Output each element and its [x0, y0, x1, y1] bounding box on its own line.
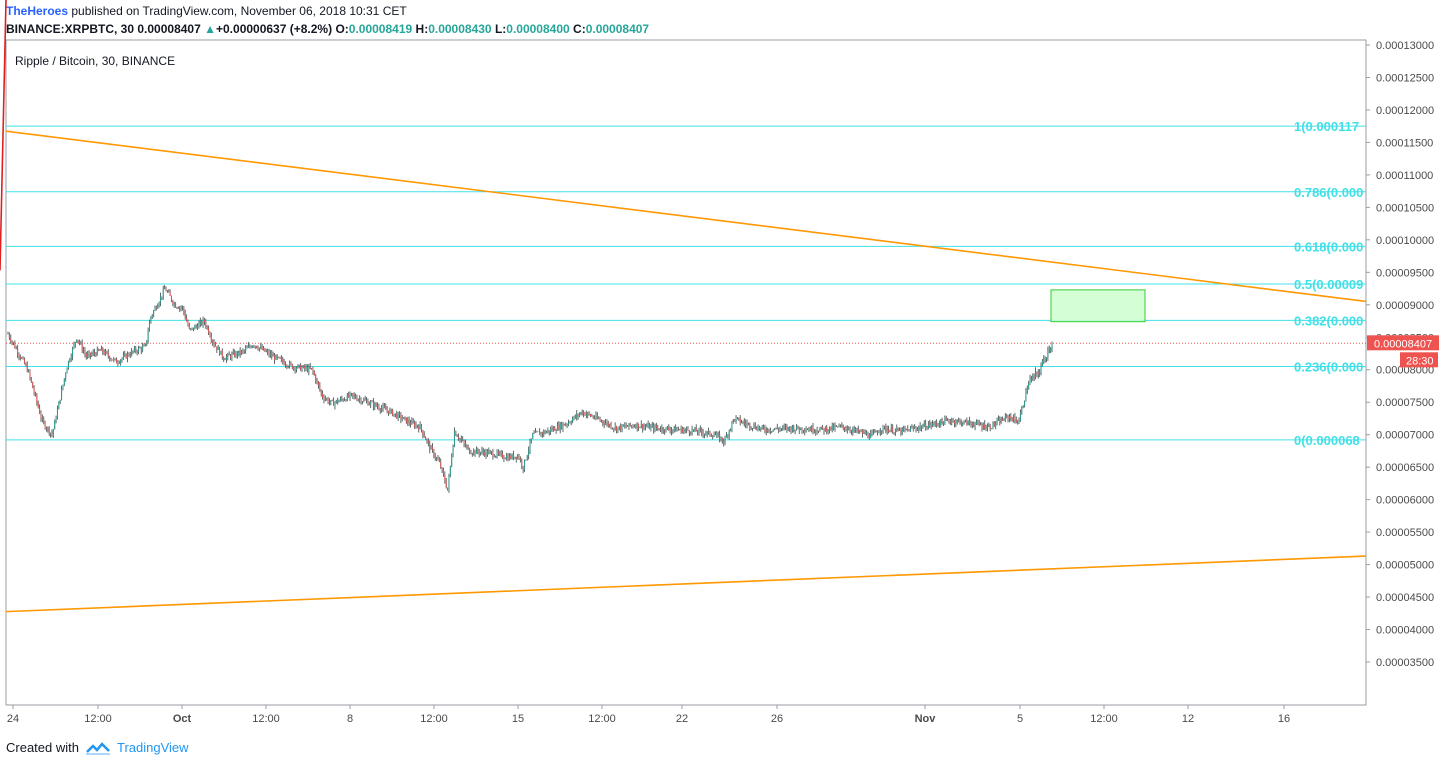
close-value: 0.00008407 — [585, 22, 650, 36]
footer: Created with TradingView — [6, 740, 189, 755]
open-label: O: — [335, 22, 349, 36]
price-tick-label: 0.00012000 — [1376, 105, 1434, 117]
price-tick-label: 0.00010500 — [1376, 202, 1434, 214]
time-tick-label: 16 — [1278, 713, 1290, 725]
fib-level-label: 0(0.000068 — [1294, 433, 1360, 448]
time-tick-label: Oct — [173, 713, 192, 725]
price-tick-label: 0.00009500 — [1376, 267, 1434, 279]
fib-level-label: 0.786(0.000 — [1294, 185, 1363, 200]
price-tick-label: 0.00010000 — [1376, 235, 1434, 247]
current-price-marker: 0.00008407 28:30 — [6, 335, 1439, 368]
tradingview-cloud-icon — [85, 741, 110, 755]
symbol-label: BINANCE:XRPBTC, 30 — [6, 22, 135, 36]
time-tick-label: 5 — [1017, 713, 1023, 725]
trendline-rising-support[interactable] — [0, 0, 7, 271]
price-tick-label: 0.00003500 — [1376, 657, 1434, 669]
countdown-label: 28:30 — [1406, 355, 1434, 367]
high-value: 0.00008430 — [428, 22, 492, 36]
target-zone-group[interactable] — [1050, 289, 1146, 323]
time-tick-label: 12:00 — [1090, 713, 1118, 725]
time-tick-label: 12:00 — [84, 713, 112, 725]
fib-level-label: 0.618(0.000 — [1294, 239, 1363, 254]
time-tick-label: 8 — [347, 713, 353, 725]
chart-title: Ripple / Bitcoin, 30, BINANCE — [15, 54, 175, 68]
price-tick-label: 0.00005000 — [1376, 560, 1434, 572]
time-tick-label: 12 — [1182, 713, 1194, 725]
last-price: 0.00008407 — [137, 22, 201, 36]
tradingview-brand[interactable]: TradingView — [116, 740, 189, 755]
author-link[interactable]: TheHeroes — [6, 4, 69, 18]
publish-info: TheHeroes published on TradingView.com, … — [6, 4, 407, 18]
price-tick-label: 0.00008000 — [1376, 365, 1434, 377]
fib-level-label: 0.236(0.000 — [1294, 359, 1363, 374]
time-tick-label: 24 — [7, 713, 19, 725]
price-tick-label: 0.00013000 — [1376, 40, 1434, 52]
price-tick-label: 0.00004500 — [1376, 592, 1434, 604]
publish-text: published on TradingView.com, November 0… — [71, 4, 407, 18]
time-tick-label: Nov — [915, 713, 937, 725]
close-label: C: — [573, 22, 586, 36]
price-tick-label: 0.00011500 — [1376, 137, 1433, 149]
current-price-tag — [1367, 335, 1439, 351]
price-tick-label: 0.00004000 — [1376, 625, 1434, 637]
price-tick-label: 0.00007500 — [1376, 397, 1434, 409]
ohlc-bar: BINANCE:XRPBTC, 30 0.00008407 ▲+0.000006… — [6, 22, 649, 36]
time-tick-label: 12:00 — [420, 713, 448, 725]
target-zone-rect[interactable] — [1050, 289, 1146, 323]
price-axis[interactable]: 0.00013000 0.00012500 0.00012000 0.00011500… — [1366, 40, 1434, 669]
plot-area[interactable] — [5, 39, 1367, 706]
price-tick-label: 0.00007000 — [1376, 430, 1434, 442]
trendlines-group[interactable] — [0, 0, 1367, 613]
fib-retracement-group[interactable]: 1(0.000117 0.786(0.000 0.618(0.000 0.5(0.00… — [6, 119, 1366, 448]
up-arrow-icon: ▲ — [204, 22, 216, 36]
trendline-lower-ascending[interactable] — [5, 555, 1367, 613]
time-tick-label: 12:00 — [252, 713, 280, 725]
price-tick-label: 0.00011000 — [1376, 170, 1433, 182]
price-tick-label: 0.00006000 — [1376, 495, 1434, 507]
countdown-tag — [1400, 352, 1438, 368]
time-tick-label: 15 — [512, 713, 524, 725]
low-value: 0.00008400 — [506, 22, 570, 36]
trendline-upper-descending[interactable] — [5, 130, 1367, 303]
fib-level-label: 0.5(0.00009 — [1294, 277, 1363, 292]
open-value: 0.00008419 — [348, 22, 413, 36]
current-price-label: 0.00008407 — [1374, 338, 1432, 350]
time-axis[interactable]: 24 12:00 Oct 12:00 8 12:00 15 12:00 22 26 Nov 5 12:0… — [7, 705, 1290, 725]
time-tick-label: 22 — [676, 713, 688, 725]
candles-group — [7, 285, 1053, 493]
price-tick-label: 0.00012500 — [1376, 72, 1434, 84]
price-tick-label: 0.00006500 — [1376, 462, 1434, 474]
fib-level-label: 0.382(0.000 — [1294, 313, 1363, 328]
fib-level-label: 1(0.000117 — [1294, 119, 1359, 134]
low-label: L: — [494, 22, 507, 36]
price-tick-label: 0.00005500 — [1376, 527, 1434, 539]
price-tick-label: 0.00009000 — [1376, 300, 1434, 312]
time-tick-label: 12:00 — [588, 713, 616, 725]
created-with-text: Created with — [6, 740, 79, 755]
time-tick-label: 26 — [771, 713, 783, 725]
high-label: H: — [415, 22, 429, 36]
price-change: +0.00000637 (+8.2%) — [216, 22, 333, 36]
